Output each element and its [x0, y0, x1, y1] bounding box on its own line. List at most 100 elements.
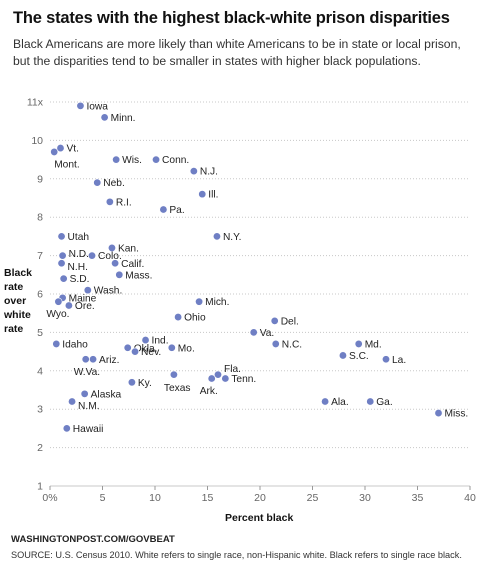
data-point — [64, 301, 73, 310]
data-point-label: Fla. — [224, 364, 241, 375]
data-point-label: S.D. — [70, 274, 90, 285]
data-point-label: Md. — [365, 339, 382, 350]
data-point-label: Nev. — [141, 347, 161, 358]
x-tick-label: 20 — [254, 492, 266, 504]
data-point — [338, 351, 347, 360]
data-point-label: Mass. — [125, 270, 152, 281]
data-point-label: Conn. — [162, 155, 189, 166]
data-point-label: Neb. — [103, 178, 125, 189]
data-point — [159, 205, 168, 214]
data-point-label: Calif. — [121, 259, 144, 270]
x-tick-label: 30 — [359, 492, 371, 504]
data-point — [115, 270, 124, 279]
data-point — [58, 251, 67, 260]
data-point-label: Del. — [281, 316, 299, 327]
data-point-label: Miss. — [445, 409, 469, 420]
data-point-label: N.J. — [200, 167, 218, 178]
data-point — [107, 243, 116, 252]
data-point — [152, 155, 161, 164]
data-point-label: Mich. — [205, 297, 229, 308]
data-point-label: S.C. — [349, 351, 369, 362]
data-point — [52, 339, 61, 348]
data-point — [81, 355, 90, 364]
data-point — [195, 297, 204, 306]
data-point-label: Ind. — [152, 336, 169, 347]
y-tick-label: 3 — [37, 404, 43, 416]
data-point-label: Utah — [68, 232, 90, 243]
scatter-plot: 1 2 3 4 5 6 7 8 9 10 11x 0% 5 10 15 20 25 30 35 40 IowaMinn.… — [27, 97, 476, 505]
data-point-label: Mo. — [178, 343, 195, 354]
data-point — [112, 155, 121, 164]
data-point — [214, 370, 223, 379]
data-point-label: Ga. — [376, 397, 392, 408]
data-point-label: Hawaii — [73, 424, 104, 435]
chart-title: The states with the highest black-white … — [13, 9, 450, 27]
x-tick-label: 10 — [149, 492, 161, 504]
data-point-label: Minn. — [111, 113, 136, 124]
data-point — [189, 167, 198, 176]
data-point — [270, 316, 279, 325]
data-point-label: Alaska — [91, 389, 122, 400]
data-point — [169, 370, 178, 379]
x-axis-label: Percent black — [225, 512, 294, 524]
data-point — [207, 374, 216, 383]
y-tick-label: 11x — [27, 97, 44, 109]
data-point-label: Vt. — [67, 144, 79, 155]
data-point-label: Iowa — [86, 101, 108, 112]
data-point-label: Ala. — [331, 397, 349, 408]
data-point-label: N.C. — [282, 339, 302, 350]
y-tick-label: 6 — [37, 289, 43, 301]
data-point-label: Idaho — [62, 339, 88, 350]
data-point-label: N.H. — [68, 262, 88, 273]
data-point-label: Kan. — [118, 243, 139, 254]
data-point-label: Pa. — [169, 205, 184, 216]
data-point — [83, 286, 92, 295]
data-point — [57, 259, 66, 268]
data-point — [89, 355, 98, 364]
data-point — [131, 347, 140, 356]
data-point — [381, 355, 390, 364]
y-axis-label: Black rate over white rate — [4, 267, 33, 335]
data-point-label: Texas — [164, 383, 191, 394]
data-point — [271, 339, 280, 348]
data-point-label: Wis. — [122, 155, 142, 166]
x-tick-label: 0% — [42, 492, 57, 504]
data-point-label: N.M. — [78, 401, 100, 412]
x-tick-label: 15 — [202, 492, 214, 504]
data-point — [76, 101, 85, 110]
data-point-label: Ore. — [75, 301, 95, 312]
data-point-label: Wash. — [94, 286, 123, 297]
data-point-label: Ohio — [184, 313, 206, 324]
y-tick-label: 7 — [37, 250, 43, 262]
x-tick-label: 40 — [464, 492, 476, 504]
y-tick-label: 1 — [37, 481, 43, 493]
data-point — [434, 409, 443, 418]
data-point — [198, 190, 207, 199]
data-point-label: N.Y. — [223, 232, 242, 243]
data-point — [249, 328, 258, 337]
data-point-label: N.D. — [69, 249, 89, 260]
x-tick-label: 5 — [100, 492, 106, 504]
data-point — [62, 424, 71, 433]
x-tick-label: 35 — [412, 492, 424, 504]
data-point — [141, 336, 150, 345]
y-tick-label: 8 — [37, 212, 43, 224]
data-point-label: Ky. — [138, 378, 152, 389]
y-tick-label: 5 — [37, 327, 43, 339]
data-point — [56, 144, 65, 153]
data-point-label: Ark. — [200, 386, 218, 397]
data-point — [88, 251, 97, 260]
data-point — [354, 339, 363, 348]
data-point — [68, 397, 77, 406]
data-point — [54, 297, 63, 306]
data-point — [366, 397, 375, 406]
data-point-label: Colo. — [98, 251, 122, 262]
data-point-label: Ill. — [208, 190, 218, 201]
data-point — [105, 197, 114, 206]
credit-line: WASHINGTONPOST.COM/GOVBEAT — [11, 534, 175, 545]
data-point — [123, 343, 132, 352]
data-point — [50, 147, 59, 156]
y-tick-label: 2 — [37, 442, 43, 454]
source-note: SOURCE: U.S. Census 2010. White refers t… — [11, 550, 462, 560]
data-point-label: La. — [392, 355, 406, 366]
